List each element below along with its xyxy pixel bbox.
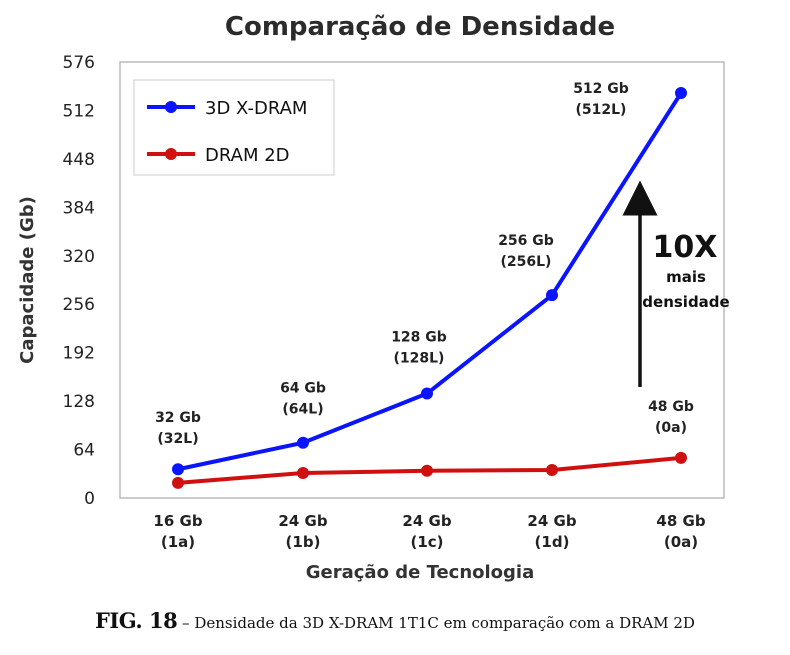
- y-tick-label: 576: [63, 53, 95, 73]
- legend: 3D X-DRAM DRAM 2D: [133, 79, 335, 176]
- data-label: 64 Gb: [280, 381, 326, 397]
- y-axis-ticks: 0 64 128 192 256 320 384 448 512 576: [63, 53, 95, 509]
- annotation-line2: densidade: [642, 293, 729, 311]
- figure-number: FIG. 18: [95, 608, 178, 633]
- x-tick-label: (1c): [410, 533, 443, 551]
- x-tick-label: 24 Gb: [402, 512, 451, 530]
- data-point: [421, 464, 433, 477]
- caption-text: – Densidade da 3D X-DRAM 1T1C em compara…: [177, 614, 695, 632]
- data-labels: 32 Gb (32L) 64 Gb (64L) 128 Gb (128L) 256 Gb (2…: [155, 81, 694, 447]
- data-point: [172, 476, 184, 489]
- data-label: (128L): [394, 351, 445, 367]
- y-tick-label: 128: [63, 392, 95, 412]
- x-tick-label: (1a): [161, 533, 195, 551]
- data-point: [546, 289, 558, 302]
- data-label: (32L): [157, 431, 198, 447]
- density-annotation: 10X mais densidade: [622, 180, 730, 387]
- legend-label-3d-xdram: 3D X-DRAM: [205, 98, 307, 119]
- y-tick-label: 256: [63, 295, 95, 315]
- data-label: (64L): [282, 402, 323, 418]
- chart: Comparação de Densidade 0 64 128 192 256 320 3…: [17, 12, 730, 583]
- y-tick-label: 384: [63, 198, 95, 218]
- x-tick-label: (1b): [286, 533, 321, 551]
- data-label: 512 Gb: [573, 81, 629, 97]
- x-tick-label: 48 Gb: [656, 512, 705, 530]
- data-point: [546, 463, 558, 476]
- y-tick-label: 320: [63, 247, 95, 267]
- legend-label-dram-2d: DRAM 2D: [205, 145, 290, 166]
- x-tick-label: 24 Gb: [278, 512, 327, 530]
- annotation-line1: mais: [666, 268, 706, 286]
- x-tick-label: (1d): [535, 533, 570, 551]
- legend-marker-3d-xdram: [165, 101, 177, 113]
- x-tick-label: 16 Gb: [153, 512, 202, 530]
- data-label: (256L): [501, 254, 552, 270]
- data-point: [675, 87, 687, 100]
- legend-marker-dram-2d: [165, 148, 177, 160]
- data-label: 128 Gb: [391, 330, 447, 346]
- series-layer: [172, 87, 687, 489]
- plot-frame: [119, 61, 725, 499]
- y-tick-label: 64: [73, 441, 95, 461]
- data-point: [297, 467, 309, 480]
- data-point: [675, 451, 687, 464]
- chart-title: Comparação de Densidade: [225, 12, 615, 42]
- data-point: [297, 436, 309, 449]
- y-tick-label: 512: [63, 101, 95, 121]
- annotation-10x: 10X: [653, 230, 718, 265]
- data-point: [172, 463, 184, 476]
- x-tick-label: 24 Gb: [527, 512, 576, 530]
- data-label: 32 Gb: [155, 410, 201, 426]
- x-axis-label: Geração de Tecnologia: [306, 562, 535, 583]
- data-label: (0a): [655, 420, 687, 436]
- legend-box: [133, 79, 335, 176]
- y-tick-label: 448: [63, 150, 95, 170]
- y-tick-label: 0: [84, 489, 95, 509]
- y-axis-label: Capacidade (Gb): [17, 196, 38, 364]
- x-tick-label: (0a): [664, 533, 698, 551]
- data-label: 256 Gb: [498, 233, 554, 249]
- chart-canvas: Comparação de Densidade 0 64 128 192 256 320 3…: [17, 12, 730, 583]
- data-label: 48 Gb: [648, 399, 694, 415]
- x-axis-ticks: 16 Gb (1a) 24 Gb (1b) 24 Gb (1c) 24 Gb (1d) 48 G…: [153, 512, 705, 551]
- data-point: [421, 387, 433, 400]
- figure-caption: FIG. 18 – Densidade da 3D X-DRAM 1T1C em…: [0, 608, 790, 633]
- y-tick-label: 192: [63, 344, 95, 364]
- data-label: (512L): [576, 102, 627, 118]
